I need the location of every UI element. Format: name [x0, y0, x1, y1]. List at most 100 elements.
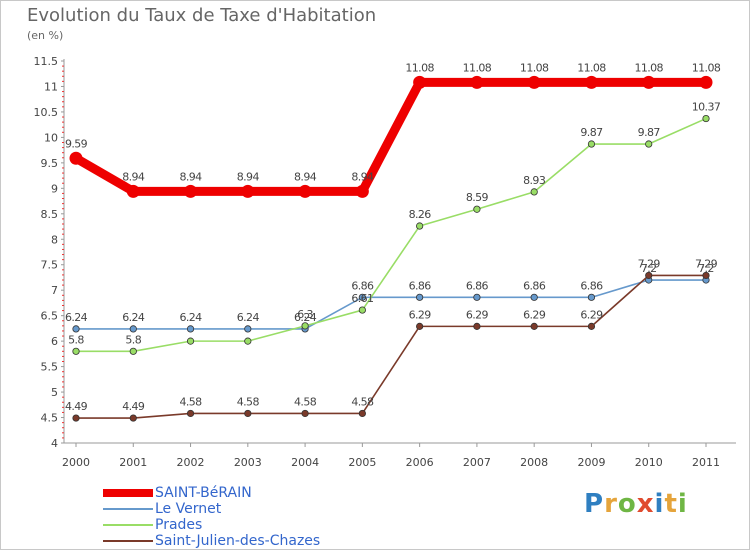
data-point: [642, 75, 656, 89]
legend-swatch: [103, 524, 153, 526]
y-tick-label: 7: [51, 284, 58, 297]
data-label: 6.86: [580, 279, 603, 292]
legend-swatch: [103, 508, 153, 510]
data-label: 11.08: [463, 61, 492, 74]
data-label: 9.87: [580, 126, 603, 139]
data-point: [413, 75, 427, 89]
y-tick-label: 5.5: [41, 361, 59, 374]
data-point: [587, 293, 596, 301]
data-label: 10.37: [692, 101, 721, 114]
data-label: 11.08: [692, 61, 721, 74]
data-label: 6.24: [237, 311, 260, 324]
chart-title: Evolution du Taux de Taxe d'Habitation: [27, 5, 377, 26]
data-point: [301, 409, 309, 418]
data-point: [530, 322, 538, 330]
series-line-2: [75, 117, 707, 353]
y-tick-label: 4: [51, 437, 58, 450]
data-point: [645, 140, 653, 148]
data-label: 8.59: [466, 191, 489, 204]
data-point: [244, 325, 252, 333]
data-label: 8.94: [294, 170, 317, 183]
data-label: 9.59: [65, 137, 88, 150]
y-tick-label: 6.5: [41, 310, 59, 323]
data-label: 6.24: [179, 311, 202, 324]
data-label: 11.08: [577, 61, 606, 74]
data-point: [72, 414, 80, 422]
y-tick-label: 10.5: [34, 106, 59, 119]
y-tick-label: 9.5: [41, 157, 59, 170]
data-point: [416, 222, 424, 230]
x-tick-label: 2011: [692, 456, 720, 469]
data-label: 6.86: [523, 279, 546, 292]
data-label: 8.94: [237, 170, 260, 183]
data-label: 4.58: [179, 395, 202, 408]
data-point: [244, 409, 252, 418]
x-tick-label: 2006: [406, 456, 434, 469]
series-line-1: [75, 279, 707, 330]
series-line-3: [75, 274, 707, 419]
data-label: 6.24: [294, 311, 317, 324]
data-point: [129, 347, 137, 355]
data-point: [473, 293, 481, 301]
data-label: 7.29: [695, 257, 718, 270]
y-tick-label: 11: [44, 80, 58, 93]
data-point: [358, 293, 366, 301]
proxiti-logo: Proxiti: [584, 489, 688, 519]
y-tick-label: 4.5: [41, 412, 59, 425]
data-point: [186, 325, 195, 333]
data-label: 5.8: [68, 333, 84, 346]
x-tick-label: 2000: [62, 456, 90, 469]
data-label: 6.61: [351, 292, 373, 305]
data-point: [126, 184, 140, 198]
data-label: 8.94: [351, 170, 374, 183]
data-point: [416, 293, 424, 301]
x-tick-label: 2008: [520, 456, 548, 469]
data-point: [298, 184, 312, 198]
x-tick-label: 2001: [119, 456, 147, 469]
data-label: 7.2: [698, 262, 714, 275]
data-point: [186, 409, 195, 418]
x-tick-label: 2007: [463, 456, 491, 469]
data-label: 4.58: [294, 395, 317, 408]
line-chart: 44.555.566.577.588.599.51010.51111.52000…: [34, 55, 736, 469]
y-tick-label: 8: [51, 233, 58, 246]
data-point: [699, 75, 713, 89]
data-label: 6.24: [122, 311, 145, 324]
data-point: [470, 75, 484, 89]
data-point: [241, 184, 255, 198]
chart-unit: (en %): [27, 29, 64, 42]
x-tick-label: 2002: [177, 456, 205, 469]
data-label: 6.29: [466, 308, 489, 321]
data-point: [129, 325, 137, 333]
y-tick-label: 6: [51, 335, 58, 348]
data-point: [587, 140, 596, 148]
series-line-0: [71, 77, 711, 196]
data-label: 8.93: [523, 174, 546, 187]
data-point: [530, 293, 538, 301]
x-tick-label: 2003: [234, 456, 262, 469]
data-point: [702, 271, 710, 280]
legend-swatch: [103, 489, 153, 497]
data-label: 6.29: [523, 308, 546, 321]
data-point: [702, 114, 710, 123]
data-label: 6.86: [351, 279, 374, 292]
data-label: 6.24: [65, 311, 88, 324]
data-label: 9.87: [638, 126, 661, 139]
y-tick-label: 8.5: [41, 208, 59, 221]
data-label: 4.49: [122, 400, 145, 413]
data-point: [527, 75, 541, 89]
data-point: [530, 188, 538, 196]
data-label: 6.86: [409, 279, 432, 292]
x-tick-label: 2009: [577, 456, 605, 469]
data-label: 6.86: [466, 279, 489, 292]
data-label: 4.49: [65, 400, 88, 413]
data-label: 4.58: [237, 395, 260, 408]
data-point: [584, 75, 598, 89]
data-point: [355, 184, 369, 198]
data-point: [416, 322, 424, 330]
legend-label: Prades: [155, 517, 203, 533]
data-point: [244, 337, 252, 345]
y-tick-label: 10: [44, 131, 58, 144]
y-tick-label: 9: [51, 182, 58, 195]
